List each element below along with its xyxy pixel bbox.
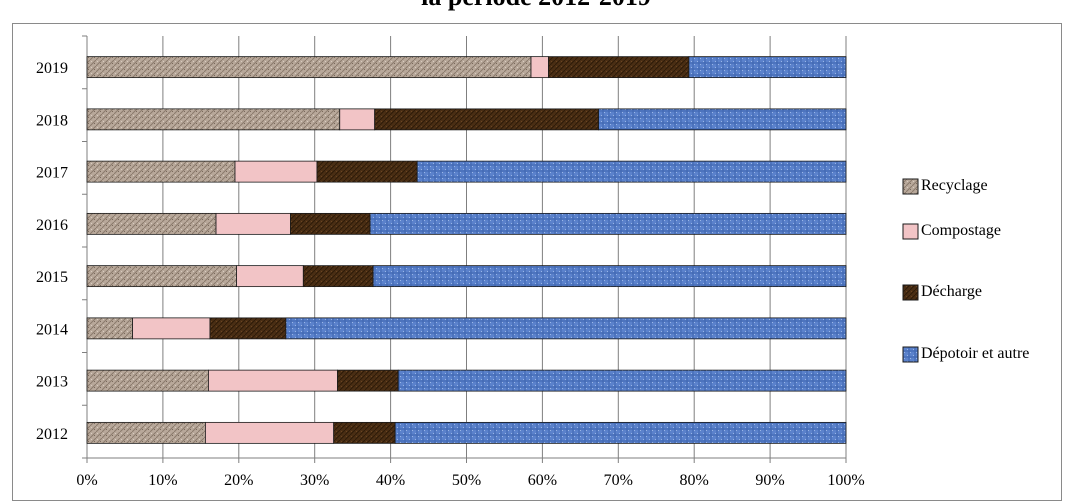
x-tick-label: 30% [300, 472, 329, 489]
bar-compostage-2018 [339, 108, 376, 131]
legend-label-decharge: Décharge [921, 283, 982, 300]
x-tick-label: 60% [528, 472, 557, 489]
grid-layer [82, 35, 847, 463]
bar-compostage-2014 [132, 317, 211, 340]
legend-swatch-depotoir-et-autre [902, 346, 919, 363]
chart-title: la période 2012-2019 [0, 0, 1072, 12]
x-tick-label: 0% [76, 472, 97, 489]
bar-depotoir-et-autre-2013 [397, 369, 847, 392]
y-tick-label: 2017 [36, 165, 68, 182]
chart-frame [12, 23, 1062, 501]
bar-decharge-2012 [333, 421, 396, 444]
bar-depotoir-et-autre-2017 [416, 160, 847, 183]
legend-swatch-decharge [902, 284, 919, 301]
x-tick-label: 100% [827, 472, 864, 489]
y-tick-label: 2014 [36, 321, 68, 338]
x-tick-label: 50% [452, 472, 481, 489]
bar-recyclage-2019 [86, 56, 532, 79]
y-tick-label: 2012 [36, 426, 68, 443]
x-tick-label: 90% [755, 472, 784, 489]
bar-decharge-2019 [548, 56, 690, 79]
bar-recyclage-2017 [86, 160, 236, 183]
bar-compostage-2013 [208, 369, 338, 392]
bar-compostage-2017 [234, 160, 318, 183]
x-tick-label: 20% [224, 472, 253, 489]
bar-compostage-2019 [530, 56, 549, 79]
bar-compostage-2015 [236, 265, 304, 288]
bar-decharge-2014 [209, 317, 287, 340]
x-tick-label: 80% [680, 472, 709, 489]
bar-recyclage-2015 [86, 265, 237, 288]
bar-recyclage-2018 [86, 108, 341, 131]
bar-depotoir-et-autre-2019 [688, 56, 847, 79]
legend-label-depotoir-et-autre: Dépotoir et autre [921, 345, 1029, 362]
y-axis-labels: 2019 2018 2017 2016 2015 2014 2013 2012 [36, 60, 68, 443]
legend-swatch-compostage [902, 223, 919, 240]
bar-depotoir-et-autre-2014 [285, 317, 847, 340]
x-axis-labels: 0% 10% 20% 30% 40% 50% 60% 70% 80% 90% 100% [76, 472, 864, 489]
y-tick-label: 2018 [36, 112, 68, 129]
y-tick-label: 2015 [36, 269, 68, 286]
bar-decharge-2017 [316, 160, 418, 183]
bar-decharge-2016 [290, 212, 371, 235]
bar-compostage-2012 [205, 421, 335, 444]
bar-decharge-2015 [302, 265, 374, 288]
x-tick-label: 10% [148, 472, 177, 489]
y-tick-label: 2019 [36, 60, 68, 77]
bar-decharge-2013 [337, 369, 399, 392]
legend: Recyclage Compostage Décharge Dépotoir et a… [902, 177, 1029, 363]
bar-recyclage-2014 [86, 317, 133, 340]
bar-recyclage-2016 [86, 212, 217, 235]
bar-recyclage-2012 [86, 421, 206, 444]
y-tick-label: 2016 [36, 217, 68, 234]
legend-swatch-recyclage [902, 178, 919, 195]
bar-compostage-2016 [215, 212, 291, 235]
bar-recyclage-2013 [86, 369, 209, 392]
legend-label-compostage: Compostage [921, 222, 1001, 239]
bars-layer [86, 56, 847, 444]
bar-decharge-2018 [374, 108, 599, 131]
bar-depotoir-et-autre-2016 [369, 212, 847, 235]
bar-depotoir-et-autre-2018 [598, 108, 847, 131]
x-tick-label: 40% [376, 472, 405, 489]
x-tick-label: 70% [604, 472, 633, 489]
bar-depotoir-et-autre-2012 [394, 421, 847, 444]
y-tick-label: 2013 [36, 374, 68, 391]
bar-depotoir-et-autre-2015 [372, 265, 847, 288]
legend-label-recyclage: Recyclage [921, 177, 988, 194]
